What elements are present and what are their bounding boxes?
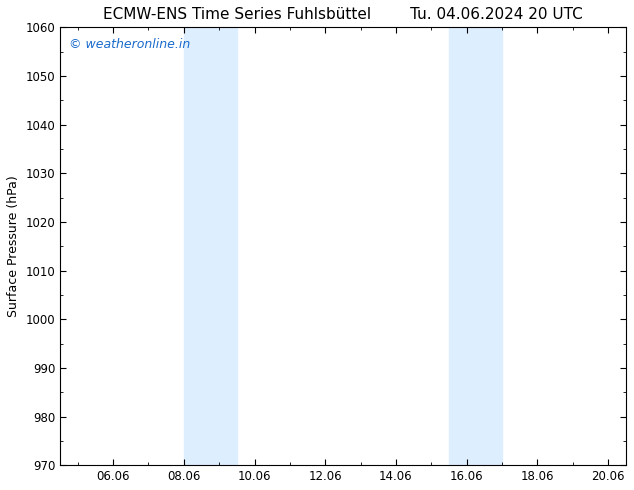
Bar: [184, 27, 237, 465]
Title: ECMW-ENS Time Series Fuhlsbüttel        Tu. 04.06.2024 20 UTC: ECMW-ENS Time Series Fuhlsbüttel Tu. 04.…: [103, 7, 583, 22]
Y-axis label: Surface Pressure (hPa): Surface Pressure (hPa): [7, 175, 20, 317]
Bar: [449, 27, 502, 465]
Text: © weatheronline.in: © weatheronline.in: [68, 38, 190, 51]
